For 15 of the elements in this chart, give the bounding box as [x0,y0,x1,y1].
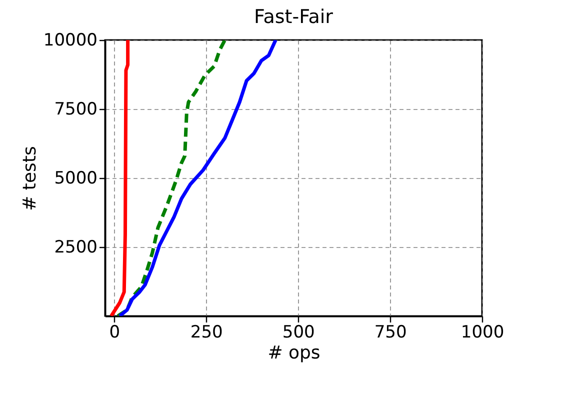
y-tick-label: 10000 [43,30,98,50]
x-tick-label: 500 [282,322,315,342]
line-series [118,40,278,316]
y-tick-label: 5000 [54,168,98,188]
y-tick-label: 2500 [54,238,98,258]
y-axis-title: # tests [19,146,40,211]
x-tick-label: 250 [190,322,223,342]
line-series [110,40,130,316]
x-tick-label: 0 [109,322,120,342]
x-tick-label: 750 [374,322,407,342]
x-axis-title: # ops [268,342,320,364]
y-tick-label: 7500 [54,100,98,120]
chart-title: Fast-Fair [254,6,334,28]
line-series [116,40,227,316]
x-tick-label: 1000 [460,322,504,342]
